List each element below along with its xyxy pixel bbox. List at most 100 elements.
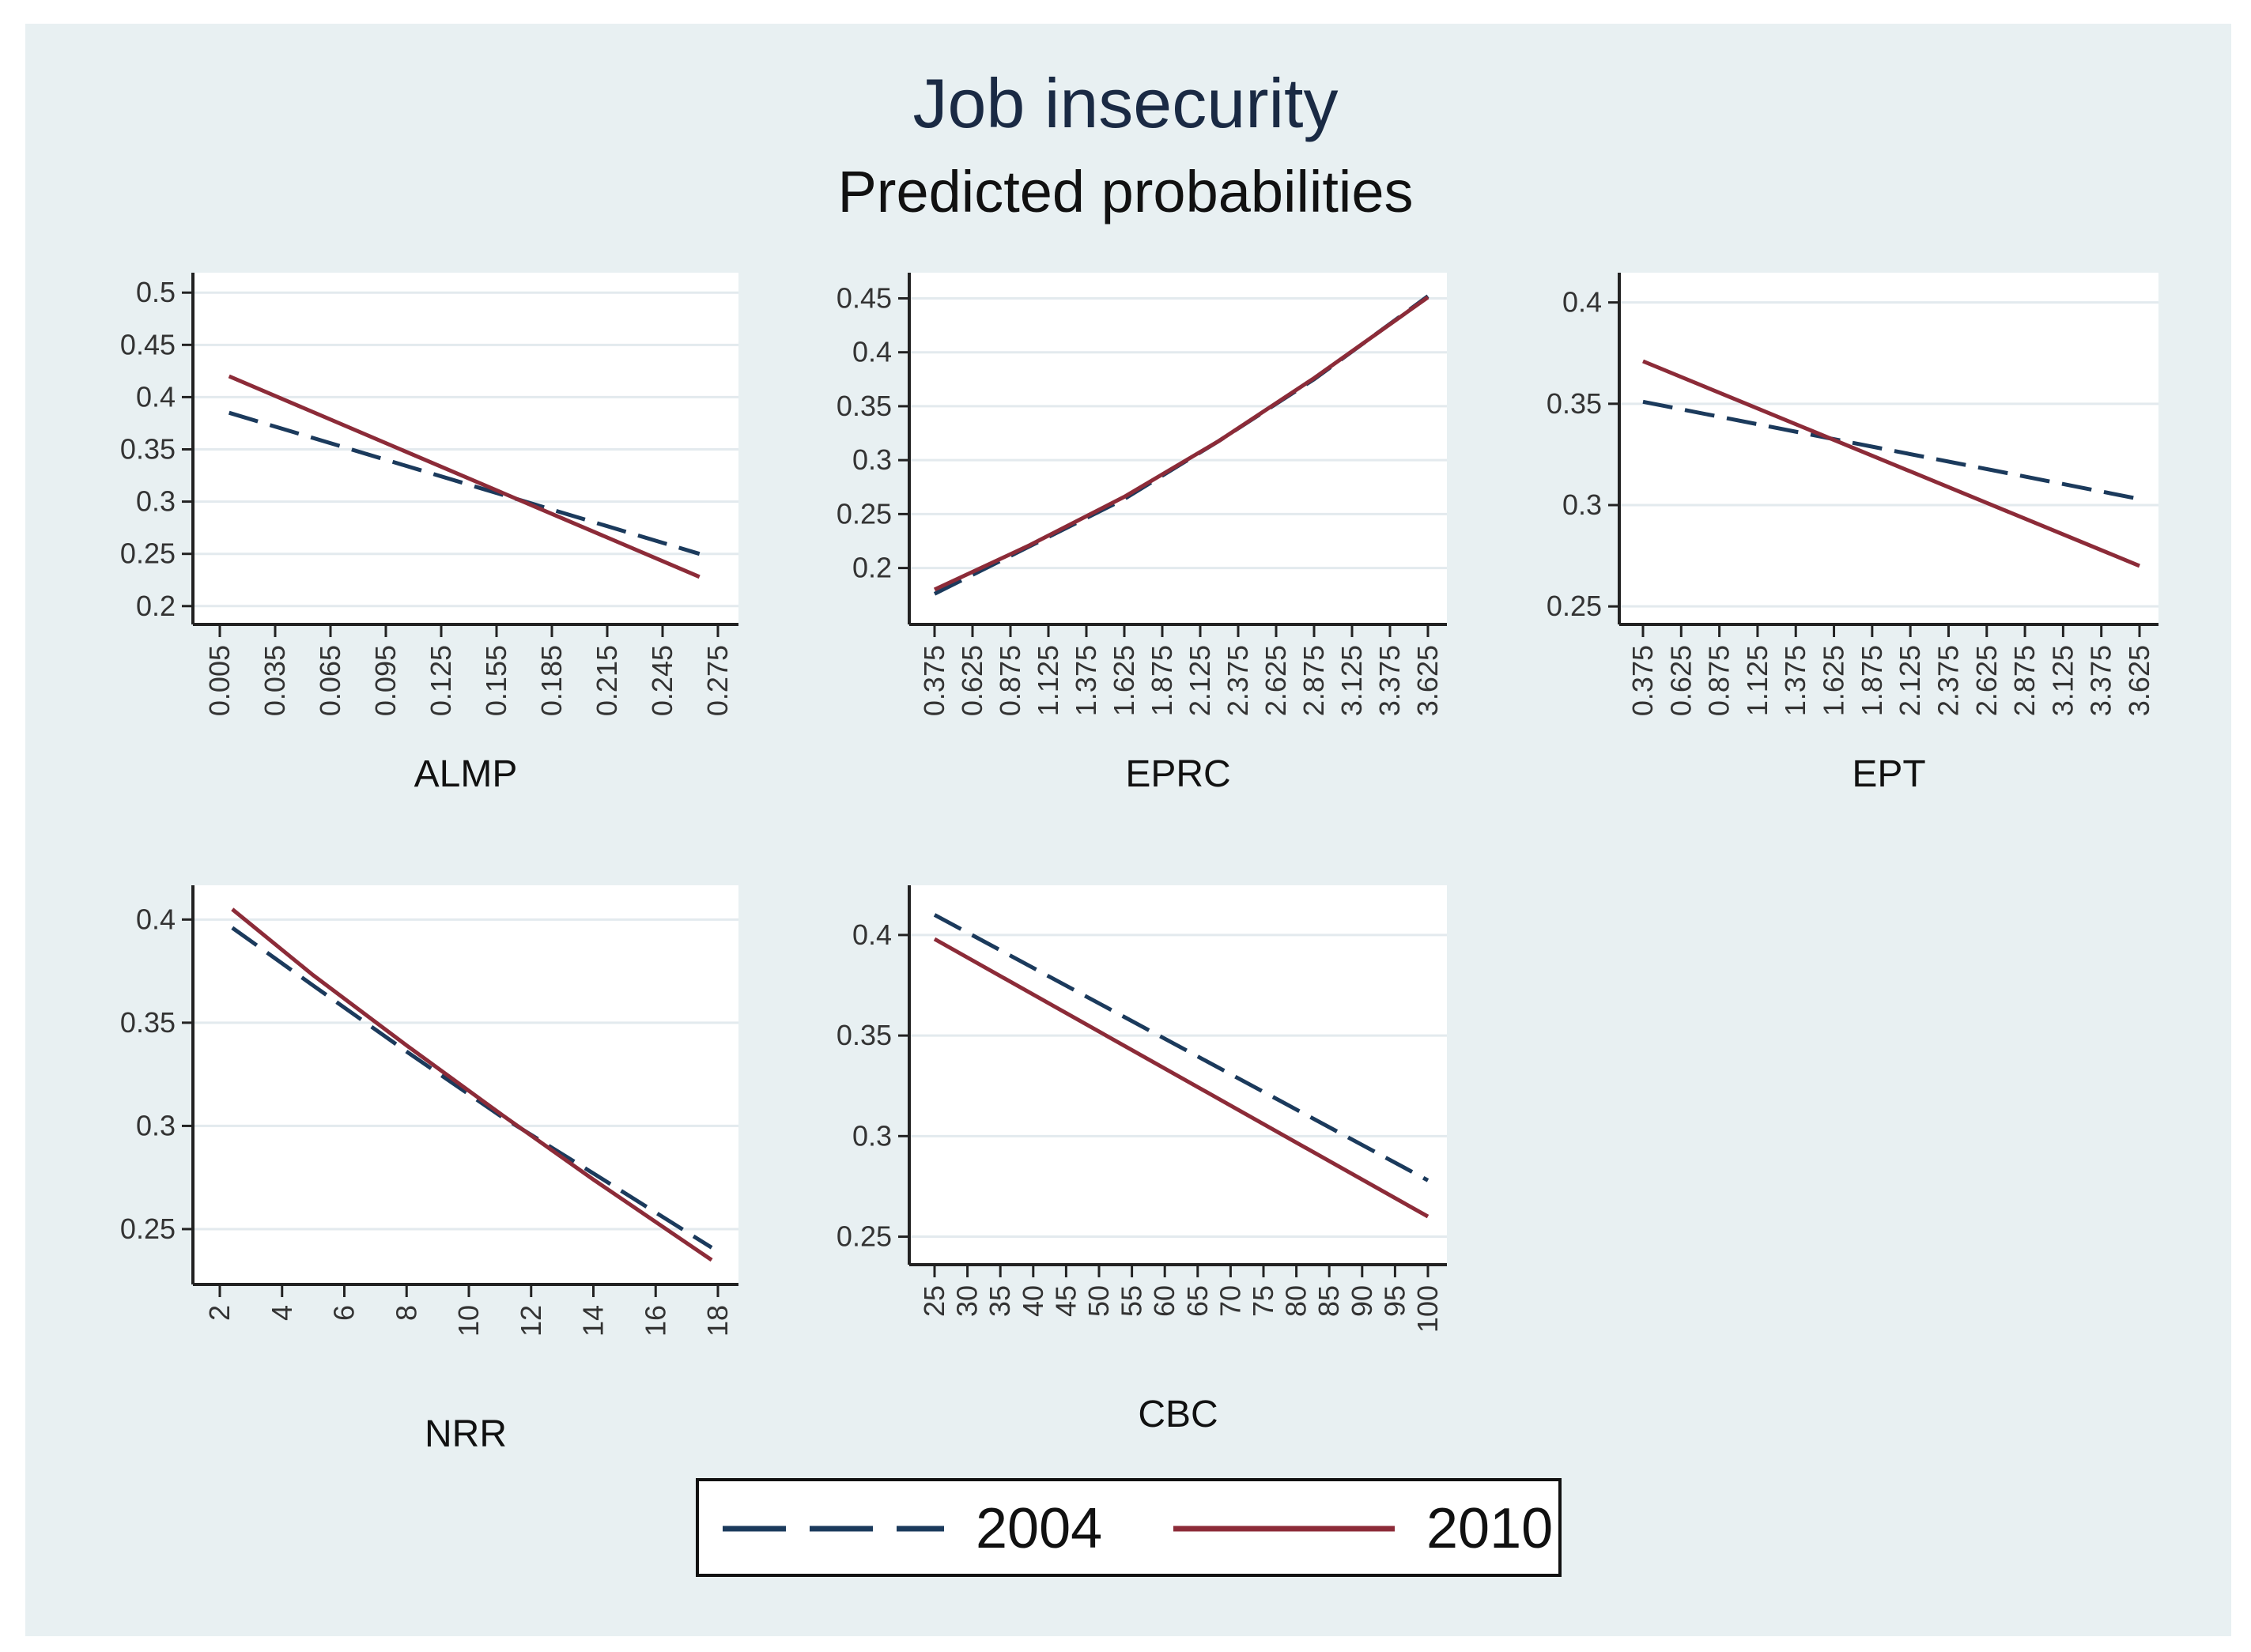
panel-eprc-y-tick-label: 0.3 [852, 443, 892, 476]
panel-eprc-y-tick-label: 0.35 [837, 390, 892, 422]
panel-eprc-y-tick-label: 0.2 [852, 552, 892, 584]
panel-almp-x-tick-label: 0.185 [535, 645, 568, 716]
panel-almp-x-tick-label: 0.275 [701, 645, 734, 716]
panel-nrr-x-tick-label: 4 [266, 1305, 298, 1321]
panel-cbc-x-tick-label: 50 [1082, 1285, 1115, 1317]
panel-nrr-y-tick-label: 0.3 [136, 1109, 176, 1141]
panel-cbc-y-tick-label: 0.3 [852, 1119, 892, 1152]
panel-cbc-x-tick-label: 100 [1411, 1285, 1444, 1333]
panel-ept-x-tick-label: 1.375 [1779, 645, 1811, 716]
panel-almp-x-tick-label: 0.245 [646, 645, 678, 716]
panel-eprc-y-tick-label: 0.25 [837, 497, 892, 530]
panel-nrr-x-axis-title: NRR [425, 1413, 507, 1455]
panel-nrr-y-tick-label: 0.4 [136, 903, 176, 935]
panel-almp-series-2004 [228, 410, 701, 556]
panel-cbc-y-tick-label: 0.25 [837, 1220, 892, 1253]
panel-eprc-plot-area [909, 273, 1447, 624]
chart-subtitle: Predicted probabilities [837, 159, 1414, 224]
legend: 2004 2010 [696, 1478, 1562, 1577]
panel-nrr-y-tick-label: 0.35 [120, 1006, 176, 1039]
panel-cbc-x-tick-label: 80 [1280, 1285, 1312, 1317]
legend-swatch-2010 [1173, 1526, 1395, 1532]
panel-almp-x-tick-label: 0.005 [203, 645, 236, 716]
panel-ept-plot-area [1619, 273, 2158, 624]
panel-cbc-x-tick-label: 25 [918, 1285, 950, 1317]
panel-cbc-x-tick-label: 75 [1247, 1285, 1279, 1317]
panel-almp-x-tick-label: 0.215 [591, 645, 623, 716]
panel-almp-x-tick-label: 0.095 [369, 645, 402, 716]
panel-eprc-x-tick-label: 2.375 [1222, 645, 1254, 716]
panel-ept-x-tick-label: 0.875 [1703, 645, 1735, 716]
panel-nrr-y-tick-label: 0.25 [120, 1213, 176, 1245]
panel-eprc-x-tick-label: 3.125 [1335, 645, 1368, 716]
panel-eprc-x-tick-label: 2.625 [1260, 645, 1292, 716]
panel-almp-x-tick-label: 0.035 [259, 645, 291, 716]
panel-nrr-series-2004 [231, 926, 713, 1250]
panel-eprc-x-tick-label: 1.625 [1108, 645, 1140, 716]
panel-eprc-y-tick-label: 0.45 [837, 281, 892, 314]
legend-label-2004: 2004 [976, 1497, 1103, 1560]
panel-nrr-x-tick-label: 14 [577, 1305, 610, 1337]
panel-nrr-x-tick-label: 12 [515, 1305, 547, 1337]
panel-ept-x-tick-label: 2.125 [1894, 645, 1926, 716]
panel-almp-y-tick-label: 0.2 [136, 590, 176, 622]
panel-eprc-x-tick-label: 1.875 [1146, 645, 1178, 716]
panel-eprc-x-tick-label: 1.125 [1032, 645, 1064, 716]
panel-ept-x-tick-label: 2.375 [1932, 645, 1964, 716]
panel-cbc-x-tick-label: 70 [1214, 1285, 1246, 1317]
panel-almp-y-tick-label: 0.4 [136, 380, 176, 413]
panel-ept-x-tick-label: 2.875 [2008, 645, 2041, 716]
panel-ept-y-tick-label: 0.3 [1562, 488, 1602, 521]
panel-ept-x-tick-label: 1.125 [1741, 645, 1773, 716]
panel-nrr-x-tick-label: 8 [390, 1305, 422, 1321]
panel-eprc-x-tick-label: 0.375 [918, 645, 950, 716]
panel-eprc-x-tick-label: 0.875 [994, 645, 1026, 716]
panel-nrr-x-tick-label: 16 [639, 1305, 671, 1337]
panel-ept-x-tick-label: 3.125 [2046, 645, 2079, 716]
panel-eprc-x-tick-label: 0.625 [956, 645, 988, 716]
panel-cbc-x-tick-label: 40 [1017, 1285, 1049, 1317]
panel-cbc-x-axis-title: CBC [1138, 1394, 1218, 1435]
panel-cbc-x-tick-label: 60 [1148, 1285, 1180, 1317]
panel-eprc-x-tick-label: 1.375 [1070, 645, 1102, 716]
panel-cbc-x-tick-label: 90 [1346, 1285, 1378, 1317]
panel-eprc-x-tick-label: 3.375 [1373, 645, 1406, 716]
panel-cbc-x-tick-label: 45 [1049, 1285, 1082, 1317]
panel-almp-y-tick-label: 0.5 [136, 276, 176, 308]
panel-eprc-x-tick-label: 2.875 [1297, 645, 1330, 716]
panel-ept-x-tick-label: 0.625 [1664, 645, 1697, 716]
panel-ept-series-2010 [1642, 359, 2140, 568]
panel-ept-y-tick-label: 0.35 [1547, 387, 1602, 420]
panel-ept-x-tick-label: 1.625 [1818, 645, 1850, 716]
panel-almp-y-tick-label: 0.45 [120, 328, 176, 360]
legend-item-2004: 2004 [723, 1497, 1102, 1560]
panel-ept-x-tick-label: 3.625 [2123, 645, 2155, 716]
chart-title: Job insecurity [912, 64, 1339, 142]
panel-cbc-series-2004 [933, 913, 1430, 1182]
panel-nrr-series-2010 [231, 907, 713, 1262]
panel-cbc-x-tick-label: 65 [1181, 1285, 1214, 1317]
panel-almp-series-2010 [228, 374, 701, 579]
panel-almp-x-tick-label: 0.125 [425, 645, 457, 716]
panel-eprc-x-axis-title: EPRC [1125, 753, 1230, 795]
panel-cbc-x-tick-label: 95 [1378, 1285, 1411, 1317]
panel-eprc-x-tick-label: 3.625 [1411, 645, 1444, 716]
panel-ept-x-tick-label: 3.375 [2085, 645, 2117, 716]
panel-almp-x-tick-label: 0.065 [314, 645, 346, 716]
legend-label-2010: 2010 [1426, 1497, 1554, 1560]
panel-eprc-y-tick-label: 0.4 [852, 336, 892, 368]
panel-ept-x-tick-label: 2.625 [1970, 645, 2003, 716]
panel-cbc-x-tick-label: 55 [1116, 1285, 1148, 1317]
panel-ept-x-axis-title: EPT [1852, 753, 1925, 795]
panel-cbc-y-tick-label: 0.35 [837, 1019, 892, 1051]
panel-ept-x-tick-label: 1.875 [1856, 645, 1888, 716]
panel-almp-y-tick-label: 0.35 [120, 433, 176, 466]
panel-cbc-y-tick-label: 0.4 [852, 918, 892, 951]
panel-almp-x-axis-title: ALMP [414, 753, 518, 795]
legend-item-2010: 2010 [1173, 1497, 1553, 1560]
panel-eprc-x-tick-label: 2.125 [1184, 645, 1216, 716]
panel-almp-y-tick-label: 0.3 [136, 485, 176, 518]
panel-cbc-x-tick-label: 85 [1312, 1285, 1345, 1317]
panel-eprc-series-2010 [933, 296, 1430, 592]
